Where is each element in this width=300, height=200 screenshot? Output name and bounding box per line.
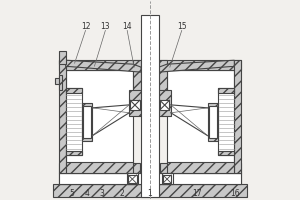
Bar xyxy=(160,60,241,70)
Bar xyxy=(158,173,241,184)
Bar xyxy=(162,173,173,184)
Bar xyxy=(218,88,234,155)
Bar xyxy=(160,100,169,110)
Bar xyxy=(159,60,167,96)
Bar xyxy=(127,173,138,184)
Bar xyxy=(129,90,141,116)
Polygon shape xyxy=(159,60,234,72)
Bar xyxy=(159,90,171,116)
Bar xyxy=(208,103,218,141)
Bar xyxy=(53,184,247,197)
Bar xyxy=(59,163,140,173)
Text: 2: 2 xyxy=(120,189,124,198)
Bar xyxy=(66,162,133,173)
Bar xyxy=(130,100,140,110)
Bar xyxy=(66,151,82,155)
Bar xyxy=(66,70,133,163)
Bar xyxy=(59,60,66,173)
Bar xyxy=(82,103,92,141)
Text: 14: 14 xyxy=(122,22,132,31)
Polygon shape xyxy=(66,60,141,72)
Text: 1: 1 xyxy=(148,189,152,198)
Bar xyxy=(218,88,234,93)
Text: 15: 15 xyxy=(177,22,187,31)
Bar xyxy=(82,106,91,138)
Bar xyxy=(208,106,217,138)
Text: 17: 17 xyxy=(192,189,201,198)
Bar xyxy=(167,162,234,173)
Bar xyxy=(218,151,234,155)
Bar xyxy=(142,15,158,197)
Bar xyxy=(59,173,142,184)
Bar xyxy=(66,88,82,93)
Bar xyxy=(160,163,241,173)
Bar xyxy=(234,60,241,173)
Bar xyxy=(55,78,59,84)
Bar xyxy=(163,175,171,183)
Text: 4: 4 xyxy=(85,189,90,198)
Bar xyxy=(158,173,241,184)
Text: 12: 12 xyxy=(81,22,90,31)
Bar xyxy=(59,60,140,70)
Bar xyxy=(167,70,234,163)
Bar xyxy=(133,60,141,96)
Text: 16: 16 xyxy=(230,189,240,198)
Bar xyxy=(59,173,142,184)
Text: 13: 13 xyxy=(100,22,110,31)
Bar xyxy=(59,51,66,64)
Bar xyxy=(59,75,62,90)
Bar xyxy=(66,88,82,155)
Bar xyxy=(128,175,136,183)
Text: 5: 5 xyxy=(69,189,74,198)
Text: 3: 3 xyxy=(99,189,104,198)
